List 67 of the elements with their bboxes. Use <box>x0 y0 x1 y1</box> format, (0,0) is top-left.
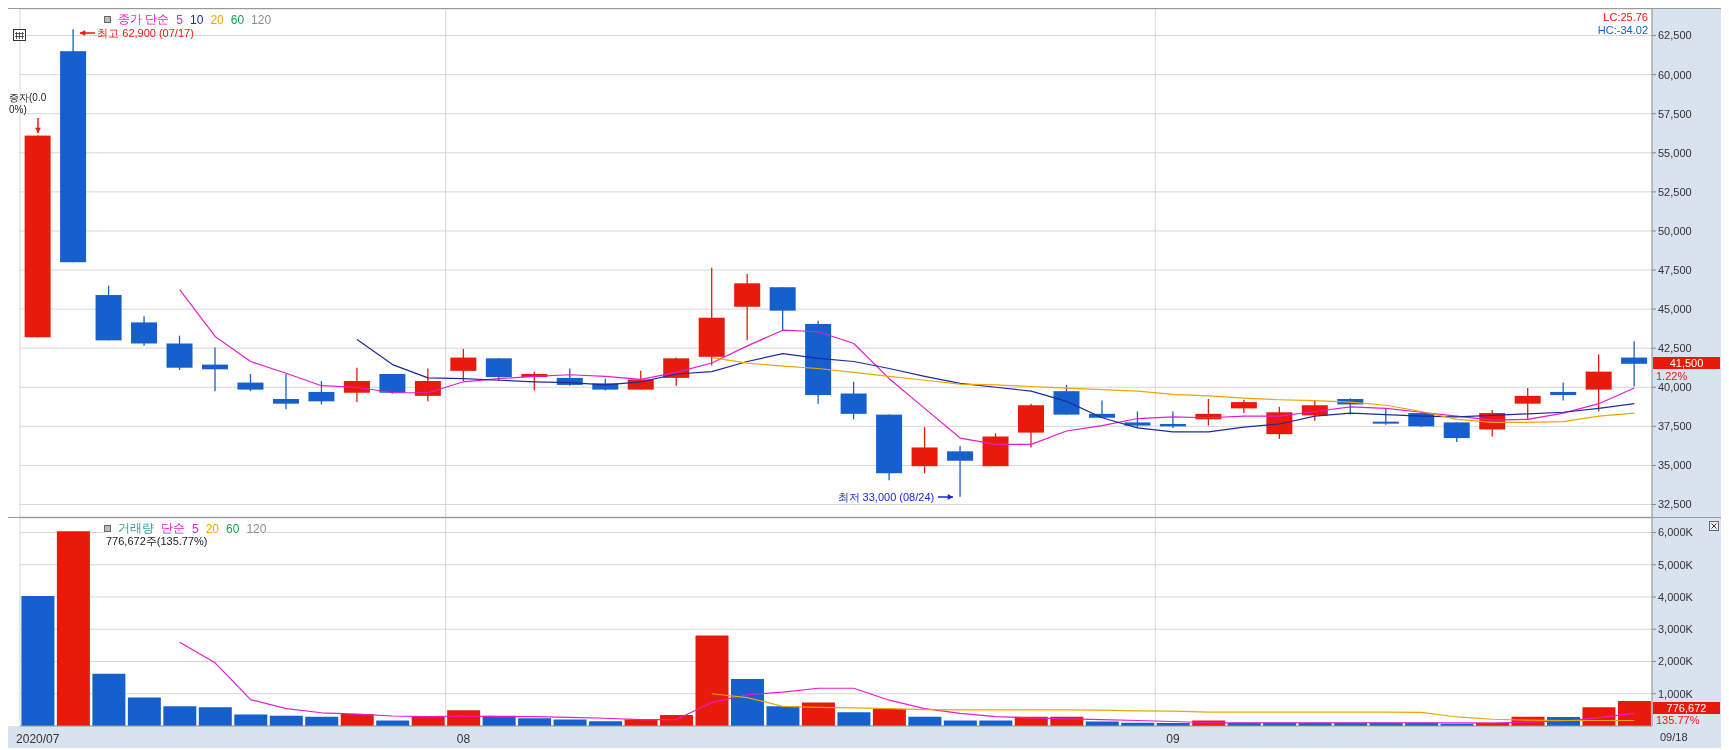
y-tick-label: 45,000 <box>1658 303 1692 316</box>
y-tick-label: 37,500 <box>1658 420 1692 433</box>
y-tick-label: 50,000 <box>1658 224 1692 237</box>
bar <box>92 673 126 726</box>
x-tick-label: 08 <box>456 731 471 746</box>
x-tick-label: 2020/07 <box>16 731 60 746</box>
annotation: 최고 62,900 (07/17) <box>97 27 194 40</box>
line-series <box>356 338 1635 433</box>
bar <box>872 708 906 726</box>
bar <box>695 635 729 726</box>
bar <box>56 531 90 726</box>
y-tick-label: 6,000K <box>1658 526 1694 539</box>
annotation: HC:-34.02 <box>1597 24 1648 36</box>
legend-label: 60 <box>230 12 245 27</box>
y-tick-label: 3,000K <box>1658 623 1694 636</box>
bar <box>234 714 268 726</box>
bar <box>198 707 232 726</box>
y-tick-label: 47,500 <box>1658 263 1692 276</box>
bar <box>766 706 800 726</box>
candlestick <box>1514 387 1541 420</box>
x-tick-label: 09 <box>1166 731 1181 746</box>
text: 09/18 <box>1660 731 1688 743</box>
legend-label: 120 <box>246 521 267 536</box>
line-series <box>179 641 1635 724</box>
text: 5 <box>192 521 199 536</box>
bar <box>1617 700 1651 726</box>
bar <box>837 712 871 726</box>
y-tick-label: 2,000K <box>1658 655 1694 668</box>
annotation: 증자(0.00%) <box>9 91 47 116</box>
y-tick-label: 32,500 <box>1658 498 1692 511</box>
legend-label: 60 <box>226 521 240 536</box>
y-tick-label: 57,500 <box>1658 107 1692 120</box>
bar <box>730 678 764 726</box>
text: 거래량 <box>118 520 154 537</box>
y-tick-label: 5,000K <box>1658 558 1694 571</box>
y-tick-label: 35,000 <box>1658 459 1692 472</box>
y-tick-label: 52,500 <box>1658 185 1692 198</box>
annotation: 776,672주(135.77%) <box>106 535 208 547</box>
line-series <box>711 693 1635 722</box>
y-tick-label: 40,000 <box>1658 381 1692 394</box>
text: 135.77% <box>1656 713 1700 726</box>
bar <box>163 706 197 726</box>
y-tick-label: 55,000 <box>1658 146 1692 159</box>
bar <box>518 718 552 726</box>
y-tick-label: 62,500 <box>1658 29 1692 42</box>
y-tick-label: 1,000K <box>1658 687 1694 700</box>
y-tick-label: 60,000 <box>1658 68 1692 81</box>
text: 776,672 <box>1653 701 1720 714</box>
y-tick-label: 4,000K <box>1658 590 1694 603</box>
annotation: 최저 33,000 (08/24) <box>837 490 935 503</box>
text: 20 <box>210 12 224 27</box>
y-tick-label: 42,500 <box>1658 342 1692 355</box>
legend-label: 120 <box>251 12 272 27</box>
text: 1.22% <box>1656 369 1688 382</box>
text: 10 <box>190 12 204 27</box>
annotation: LC:25.76 <box>1603 11 1648 23</box>
bar <box>21 596 55 726</box>
bar <box>127 697 161 726</box>
legend-title: 단순 <box>161 520 185 537</box>
candlestick <box>1621 340 1648 388</box>
bar <box>801 702 835 726</box>
text: 5 <box>176 12 184 27</box>
legend-title: 종가 단순 <box>118 11 170 28</box>
text: 41,500 <box>1653 356 1720 369</box>
line-series <box>179 288 1635 445</box>
text: 20 <box>205 521 220 536</box>
candlestick <box>272 373 299 410</box>
